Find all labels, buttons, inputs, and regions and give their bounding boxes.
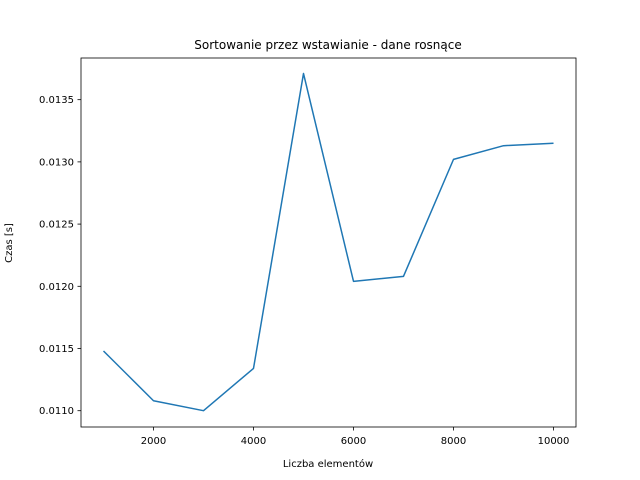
y-tick-label: 0.0120 [39,282,74,293]
plot-frame [80,57,577,428]
y-axis: 0.0110 0.0115 0.0120 0.0125 0.0130 0.0135 [39,95,81,417]
y-tick-label: 0.0130 [39,157,74,168]
x-tick-label: 8000 [441,436,466,447]
x-tick-label: 4000 [241,436,266,447]
x-axis: 2000 4000 6000 8000 10000 [141,427,570,447]
y-tick-label: 0.0115 [39,344,74,355]
y-tick-label: 0.0135 [39,95,74,106]
plot-area [102,72,554,412]
x-tick-label: 2000 [141,436,166,447]
chart-title: Sortowanie przez wstawianie - dane rosną… [194,38,461,52]
y-tick-label: 0.0125 [39,220,74,231]
x-axis-label: Liczba elementów [283,458,373,470]
x-tick-label: 6000 [341,436,366,447]
x-tick-label: 10000 [538,436,570,447]
series-line [102,72,554,412]
y-axis-label: Czas [s] [4,223,15,263]
y-tick-label: 0.0110 [39,406,74,417]
